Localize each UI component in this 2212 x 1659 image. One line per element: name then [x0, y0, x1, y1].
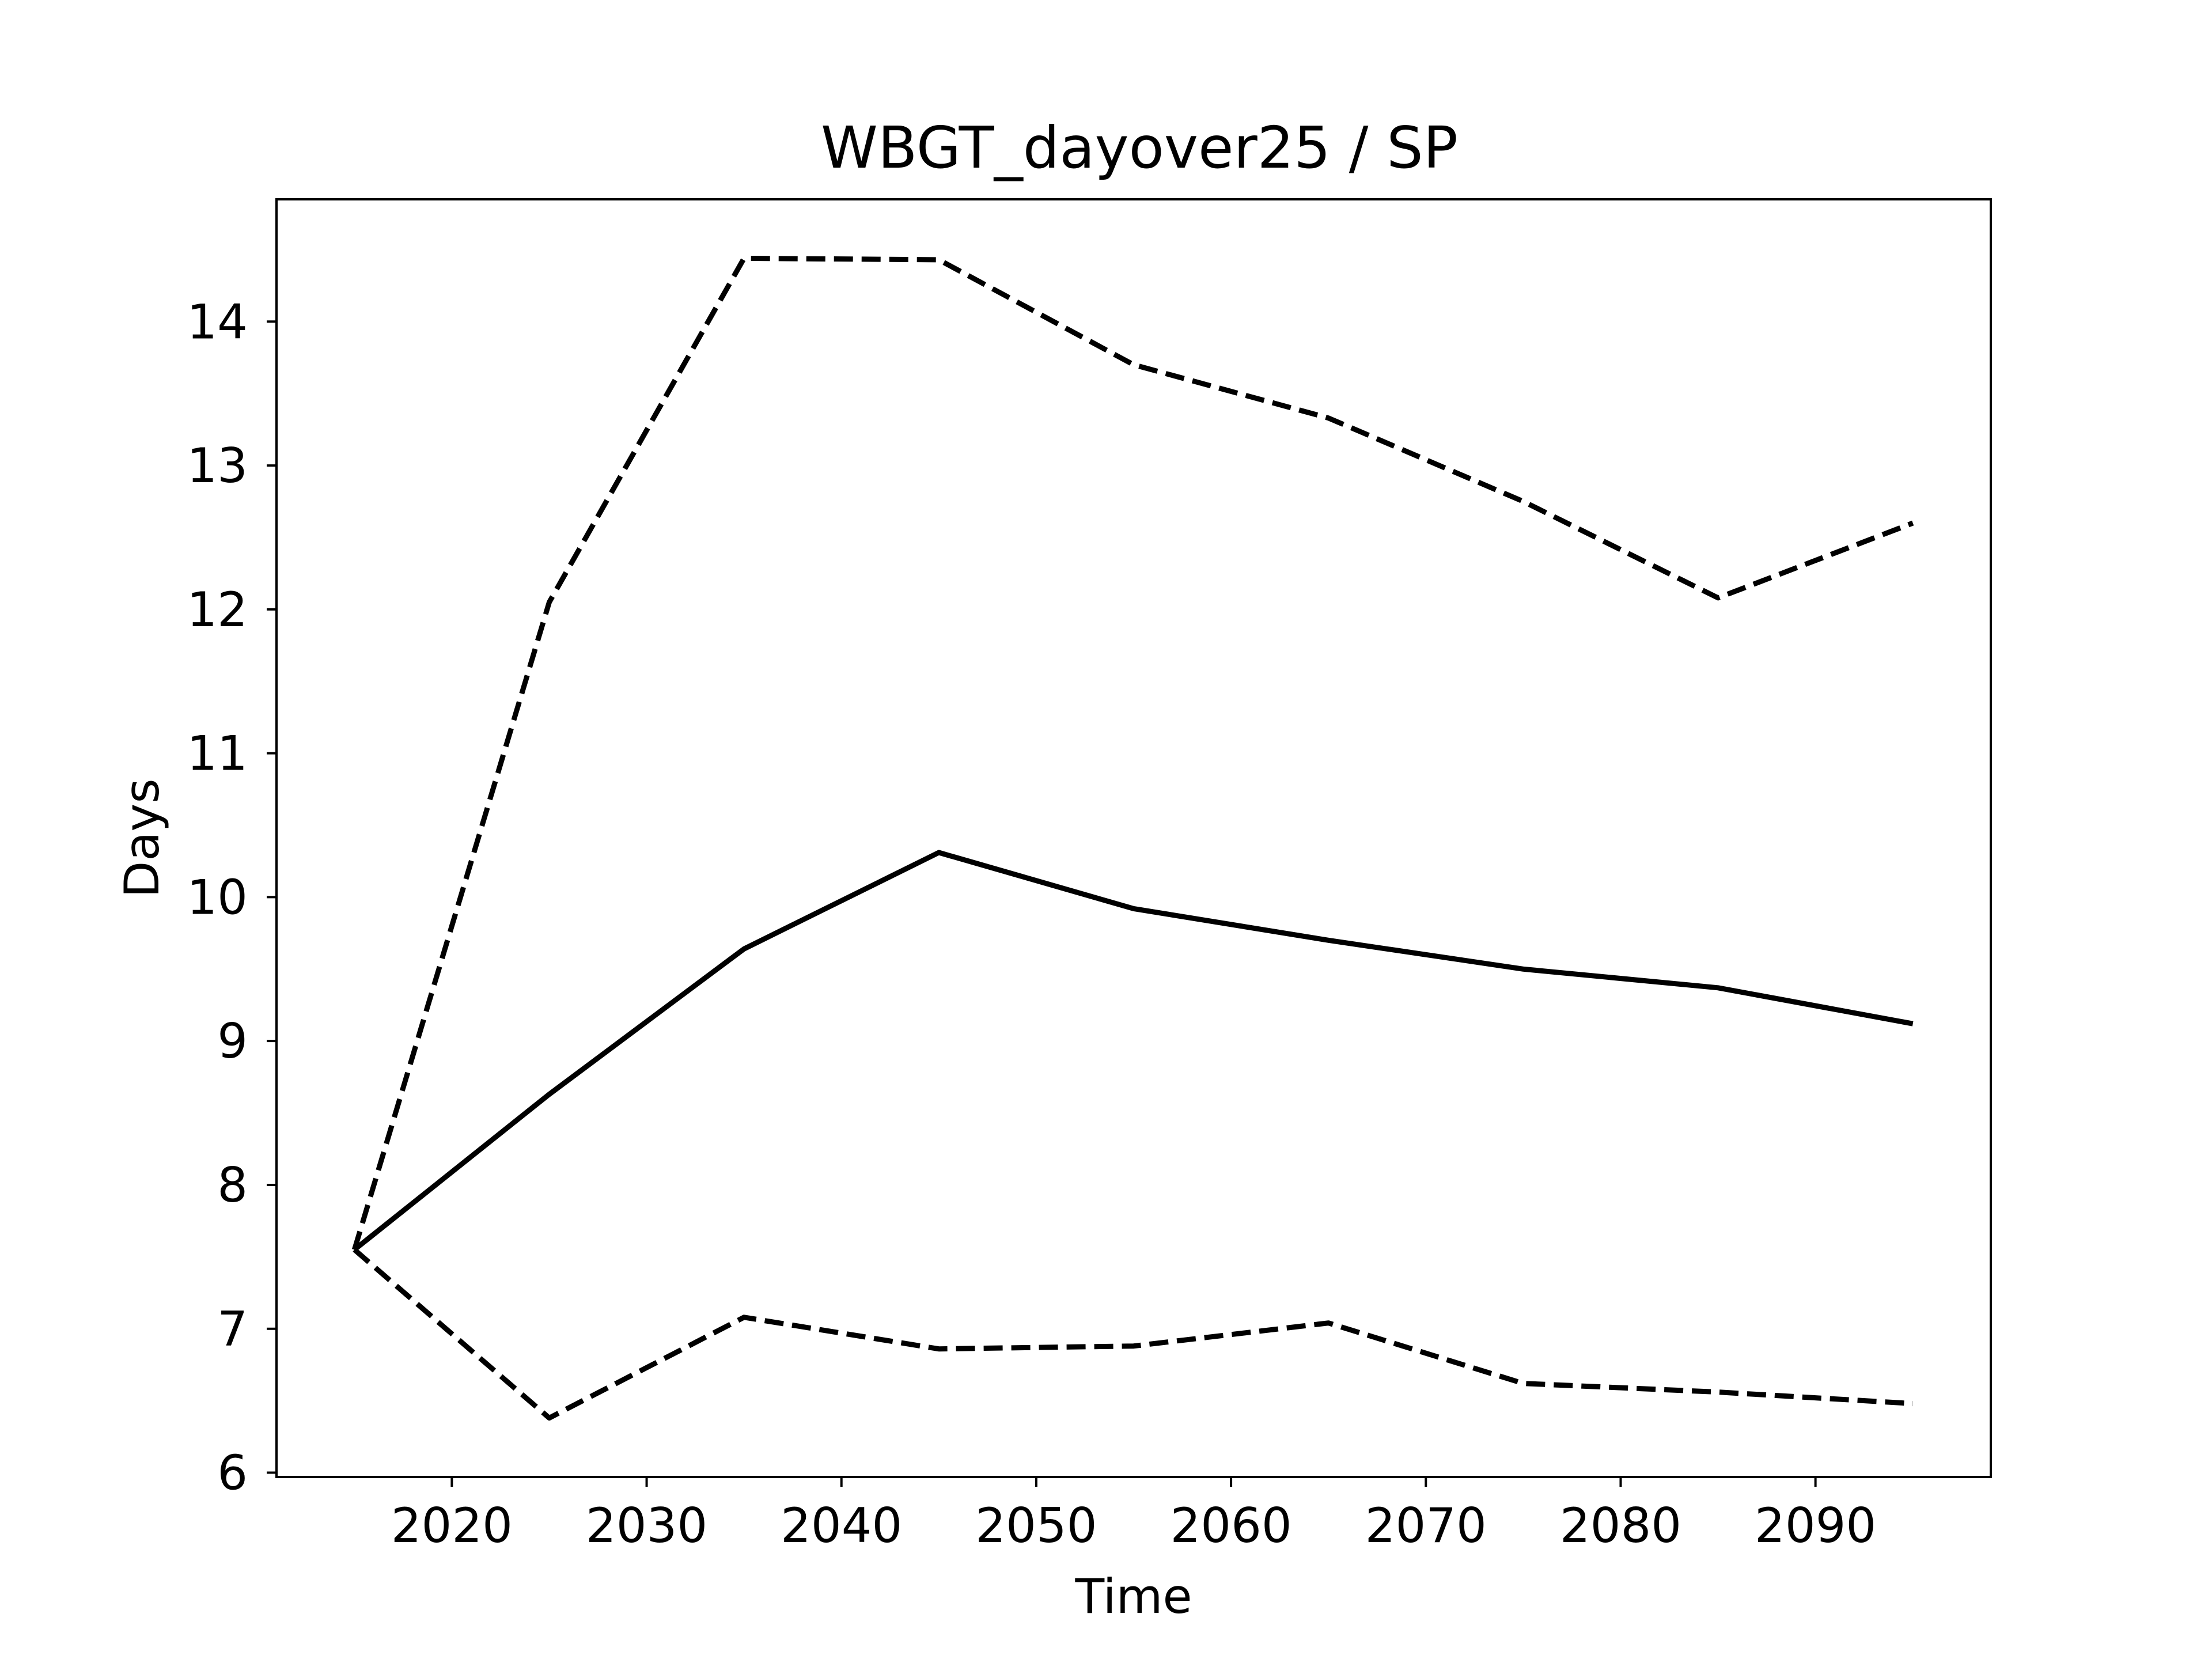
chart-title: WBGT_dayover25 / SP: [821, 114, 1458, 181]
y-tick-label: 10: [187, 869, 248, 925]
x-tick-label: 2040: [781, 1498, 902, 1554]
y-tick-label: 6: [217, 1445, 248, 1501]
x-tick-label: 2050: [975, 1498, 1097, 1554]
y-tick-label: 9: [217, 1013, 248, 1069]
x-tick-label: 2070: [1365, 1498, 1487, 1554]
x-tick-label: 2020: [391, 1498, 513, 1554]
plot-area-frame: [275, 198, 1992, 1478]
x-axis-ticks: 2020 2030 2040 2050 2060 2070 2080 2090: [391, 1477, 1876, 1554]
solid-series-line: [353, 850, 1914, 1252]
x-axis-label: Time: [1074, 1569, 1192, 1624]
y-axis-ticks: 6 7 8 9 10 11 12 13 14: [187, 294, 276, 1501]
x-tick-label: 2080: [1560, 1498, 1681, 1554]
y-tick-label: 14: [187, 294, 248, 350]
dashed-series-line-1: [351, 255, 1914, 1251]
y-axis-label: Days: [114, 778, 170, 897]
y-tick-label: 7: [217, 1301, 248, 1357]
y-tick-label: 13: [187, 438, 248, 494]
series-layer: [351, 255, 1914, 1421]
y-tick-label: 12: [187, 582, 248, 638]
y-tick-label: 8: [217, 1157, 248, 1213]
y-tick-label: 11: [187, 726, 248, 782]
x-tick-label: 2090: [1755, 1498, 1876, 1554]
x-tick-label: 2030: [586, 1498, 707, 1554]
x-tick-label: 2060: [1170, 1498, 1291, 1554]
dashed-series-line-2: [353, 1247, 1913, 1421]
